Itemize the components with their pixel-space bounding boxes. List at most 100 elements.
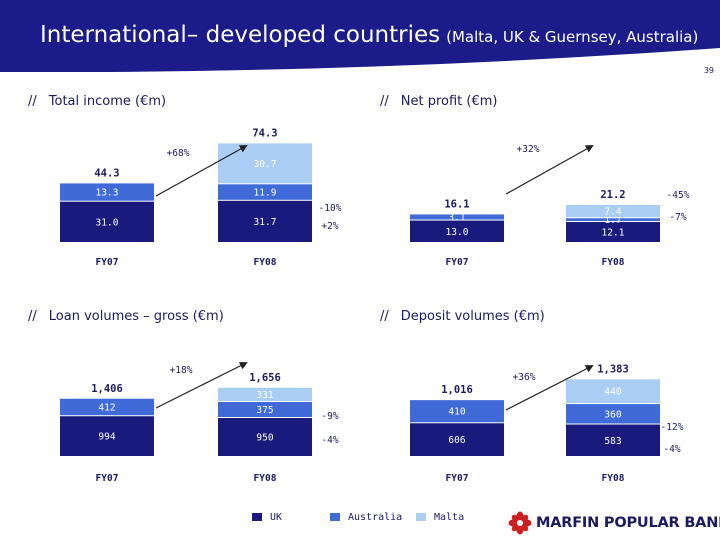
page-title-subtitle: (Malta, UK & Guernsey, Australia) — [446, 28, 699, 46]
loan-volumes-total-label-fy08: 1,656 — [249, 372, 281, 384]
net-profit-bar-label-australia-fy08: 1.7 — [604, 215, 621, 226]
total-income-growth-label: +68% — [167, 148, 190, 159]
deposit-volumes-title-text: Deposit volumes (€m) — [400, 309, 545, 324]
total-income-bar-label-malta-fy08: 30.7 — [254, 159, 277, 170]
deposit-volumes-bar-australia-fy07 — [410, 400, 504, 423]
section-marker: // — [380, 309, 389, 324]
marfin-popular-bank-logo-icon — [508, 511, 532, 535]
deposit-volumes-total-label-fy07: 1,016 — [441, 384, 473, 396]
loan-volumes-total-label-fy07: 1,406 — [91, 383, 123, 395]
loan-volumes-growth-arrow — [155, 362, 248, 409]
deposit-volumes-bar-uk-fy07 — [410, 423, 504, 456]
deposit-volumes-total-label-fy08: 1,383 — [597, 363, 629, 375]
total-income-category-label-fy08: FY08 — [254, 257, 277, 268]
section-marker: // — [28, 94, 37, 109]
total-income-bar-label-uk-fy07: 31.0 — [96, 217, 119, 228]
header-band: International– developed countries (Malta… — [0, 0, 720, 74]
loan-volumes-bar-label-uk-fy07: 994 — [98, 432, 115, 443]
loan-volumes-category-label-fy07: FY07 — [96, 473, 119, 484]
net-profit-bar-label-australia-fy07: 3.1 — [448, 212, 465, 223]
net-profit-bar-label-uk-fy07: 13.0 — [446, 227, 469, 238]
loan-volumes-change-label-australia: -9% — [321, 411, 338, 422]
loan-volumes-change-label-uk: -4% — [321, 435, 338, 446]
legend-label-australia: Australia — [348, 512, 403, 523]
deposit-volumes-bar-label-australia-fy07: 410 — [448, 407, 465, 418]
total-income-total-label-fy07: 44.3 — [94, 167, 119, 179]
net-profit-bar-malta-fy08 — [566, 205, 660, 218]
net-profit-bar-australia-fy07 — [410, 214, 504, 220]
net-profit-change-label-uk: -7% — [669, 212, 686, 223]
legend-label-uk: UK — [270, 512, 283, 523]
deposit-volumes-change-label-uk: -4% — [663, 444, 680, 455]
total-income-bar-label-australia-fy07: 13.3 — [96, 188, 119, 199]
deposit-volumes-bar-malta-fy08 — [566, 379, 660, 404]
legend-swatch-australia — [330, 513, 340, 521]
deposit-volumes-category-label-fy07: FY07 — [446, 473, 469, 484]
legend-item-australia: Australia — [330, 512, 402, 523]
net-profit-growth-arrow — [505, 145, 594, 195]
net-profit-title: // Net profit (€m) — [380, 94, 497, 109]
loan-volumes-bar-uk-fy07 — [60, 416, 154, 456]
loan-volumes-bar-label-australia-fy07: 412 — [98, 403, 115, 414]
loan-volumes-title-text: Loan volumes – gross (€m) — [48, 309, 224, 324]
net-profit-bar-uk-fy07 — [410, 220, 504, 242]
page-number: 39 — [703, 66, 714, 75]
loan-volumes-bar-australia-fy08 — [218, 402, 312, 417]
net-profit-growth-label: +32% — [517, 144, 540, 155]
total-income-bar-uk-fy08 — [218, 200, 312, 242]
net-profit-title-text: Net profit (€m) — [400, 94, 498, 109]
total-income-bar-uk-fy07 — [60, 201, 154, 242]
total-income-bar-malta-fy08 — [218, 143, 312, 184]
net-profit-bar-label-uk-fy08: 12.1 — [602, 228, 625, 239]
net-profit-category-label-fy08: FY08 — [602, 257, 625, 268]
net-profit-change-label-australia: -45% — [667, 190, 690, 201]
section-marker: // — [28, 309, 37, 324]
total-income-bar-label-australia-fy08: 11.9 — [254, 188, 277, 199]
legend-swatch-malta — [416, 513, 426, 521]
deposit-volumes-change-label-australia: -12% — [661, 422, 684, 433]
net-profit-bar-australia-fy08 — [566, 218, 660, 222]
deposit-volumes-category-label-fy08: FY08 — [602, 473, 625, 484]
loan-volumes-bar-uk-fy08 — [218, 418, 312, 456]
deposit-volumes-growth-label: +36% — [513, 372, 536, 383]
bank-logo: MARFIN POPULAR BANK — [508, 511, 720, 535]
loan-volumes-bar-label-australia-fy08: 375 — [256, 405, 273, 416]
net-profit-total-label-fy08: 21.2 — [600, 189, 625, 201]
total-income-growth-arrow — [155, 145, 248, 197]
total-income-bar-australia-fy07 — [60, 183, 154, 201]
loan-volumes-bar-malta-fy08 — [218, 387, 312, 401]
loan-volumes-category-label-fy08: FY08 — [254, 473, 277, 484]
net-profit-bar-label-malta-fy08: 7.4 — [604, 207, 621, 218]
total-income-bar-australia-fy08 — [218, 184, 312, 200]
loan-volumes-bar-label-uk-fy08: 950 — [256, 433, 273, 444]
net-profit-category-label-fy07: FY07 — [446, 257, 469, 268]
legend-item-uk: UK — [252, 512, 282, 523]
page-title-main: International– developed countries — [40, 22, 441, 48]
total-income-change-label-uk: +2% — [321, 221, 338, 232]
header-swoosh — [0, 48, 720, 74]
deposit-volumes-bar-label-uk-fy07: 606 — [448, 435, 465, 446]
section-marker: // — [380, 94, 389, 109]
deposit-volumes-bar-label-malta-fy08: 440 — [604, 387, 621, 398]
loan-volumes-bar-label-malta-fy08: 331 — [256, 390, 273, 401]
page-title: International– developed countries (Malta… — [40, 22, 698, 48]
deposit-volumes-bar-uk-fy08 — [566, 424, 660, 456]
total-income-change-label-australia: -10% — [319, 203, 342, 214]
loan-volumes-bar-australia-fy07 — [60, 398, 154, 416]
bank-logo-text: MARFIN POPULAR BANK — [536, 515, 720, 531]
legend-swatch-uk — [252, 513, 262, 521]
legend-item-malta: Malta — [416, 512, 464, 523]
deposit-volumes-bar-label-australia-fy08: 360 — [604, 409, 621, 420]
deposit-volumes-title: // Deposit volumes (€m) — [380, 309, 545, 324]
total-income-total-label-fy08: 74.3 — [252, 127, 277, 139]
deposit-volumes-growth-arrow — [505, 365, 594, 411]
legend-label-malta: Malta — [434, 512, 465, 523]
total-income-bar-label-uk-fy08: 31.7 — [254, 217, 277, 228]
deposit-volumes-bar-label-uk-fy08: 583 — [604, 436, 621, 447]
net-profit-total-label-fy07: 16.1 — [444, 198, 469, 210]
total-income-title: // Total income (€m) — [28, 94, 166, 109]
loan-volumes-growth-label: +18% — [170, 365, 193, 376]
total-income-category-label-fy07: FY07 — [96, 257, 119, 268]
loan-volumes-title: // Loan volumes – gross (€m) — [28, 309, 224, 324]
net-profit-bar-uk-fy08 — [566, 222, 660, 242]
